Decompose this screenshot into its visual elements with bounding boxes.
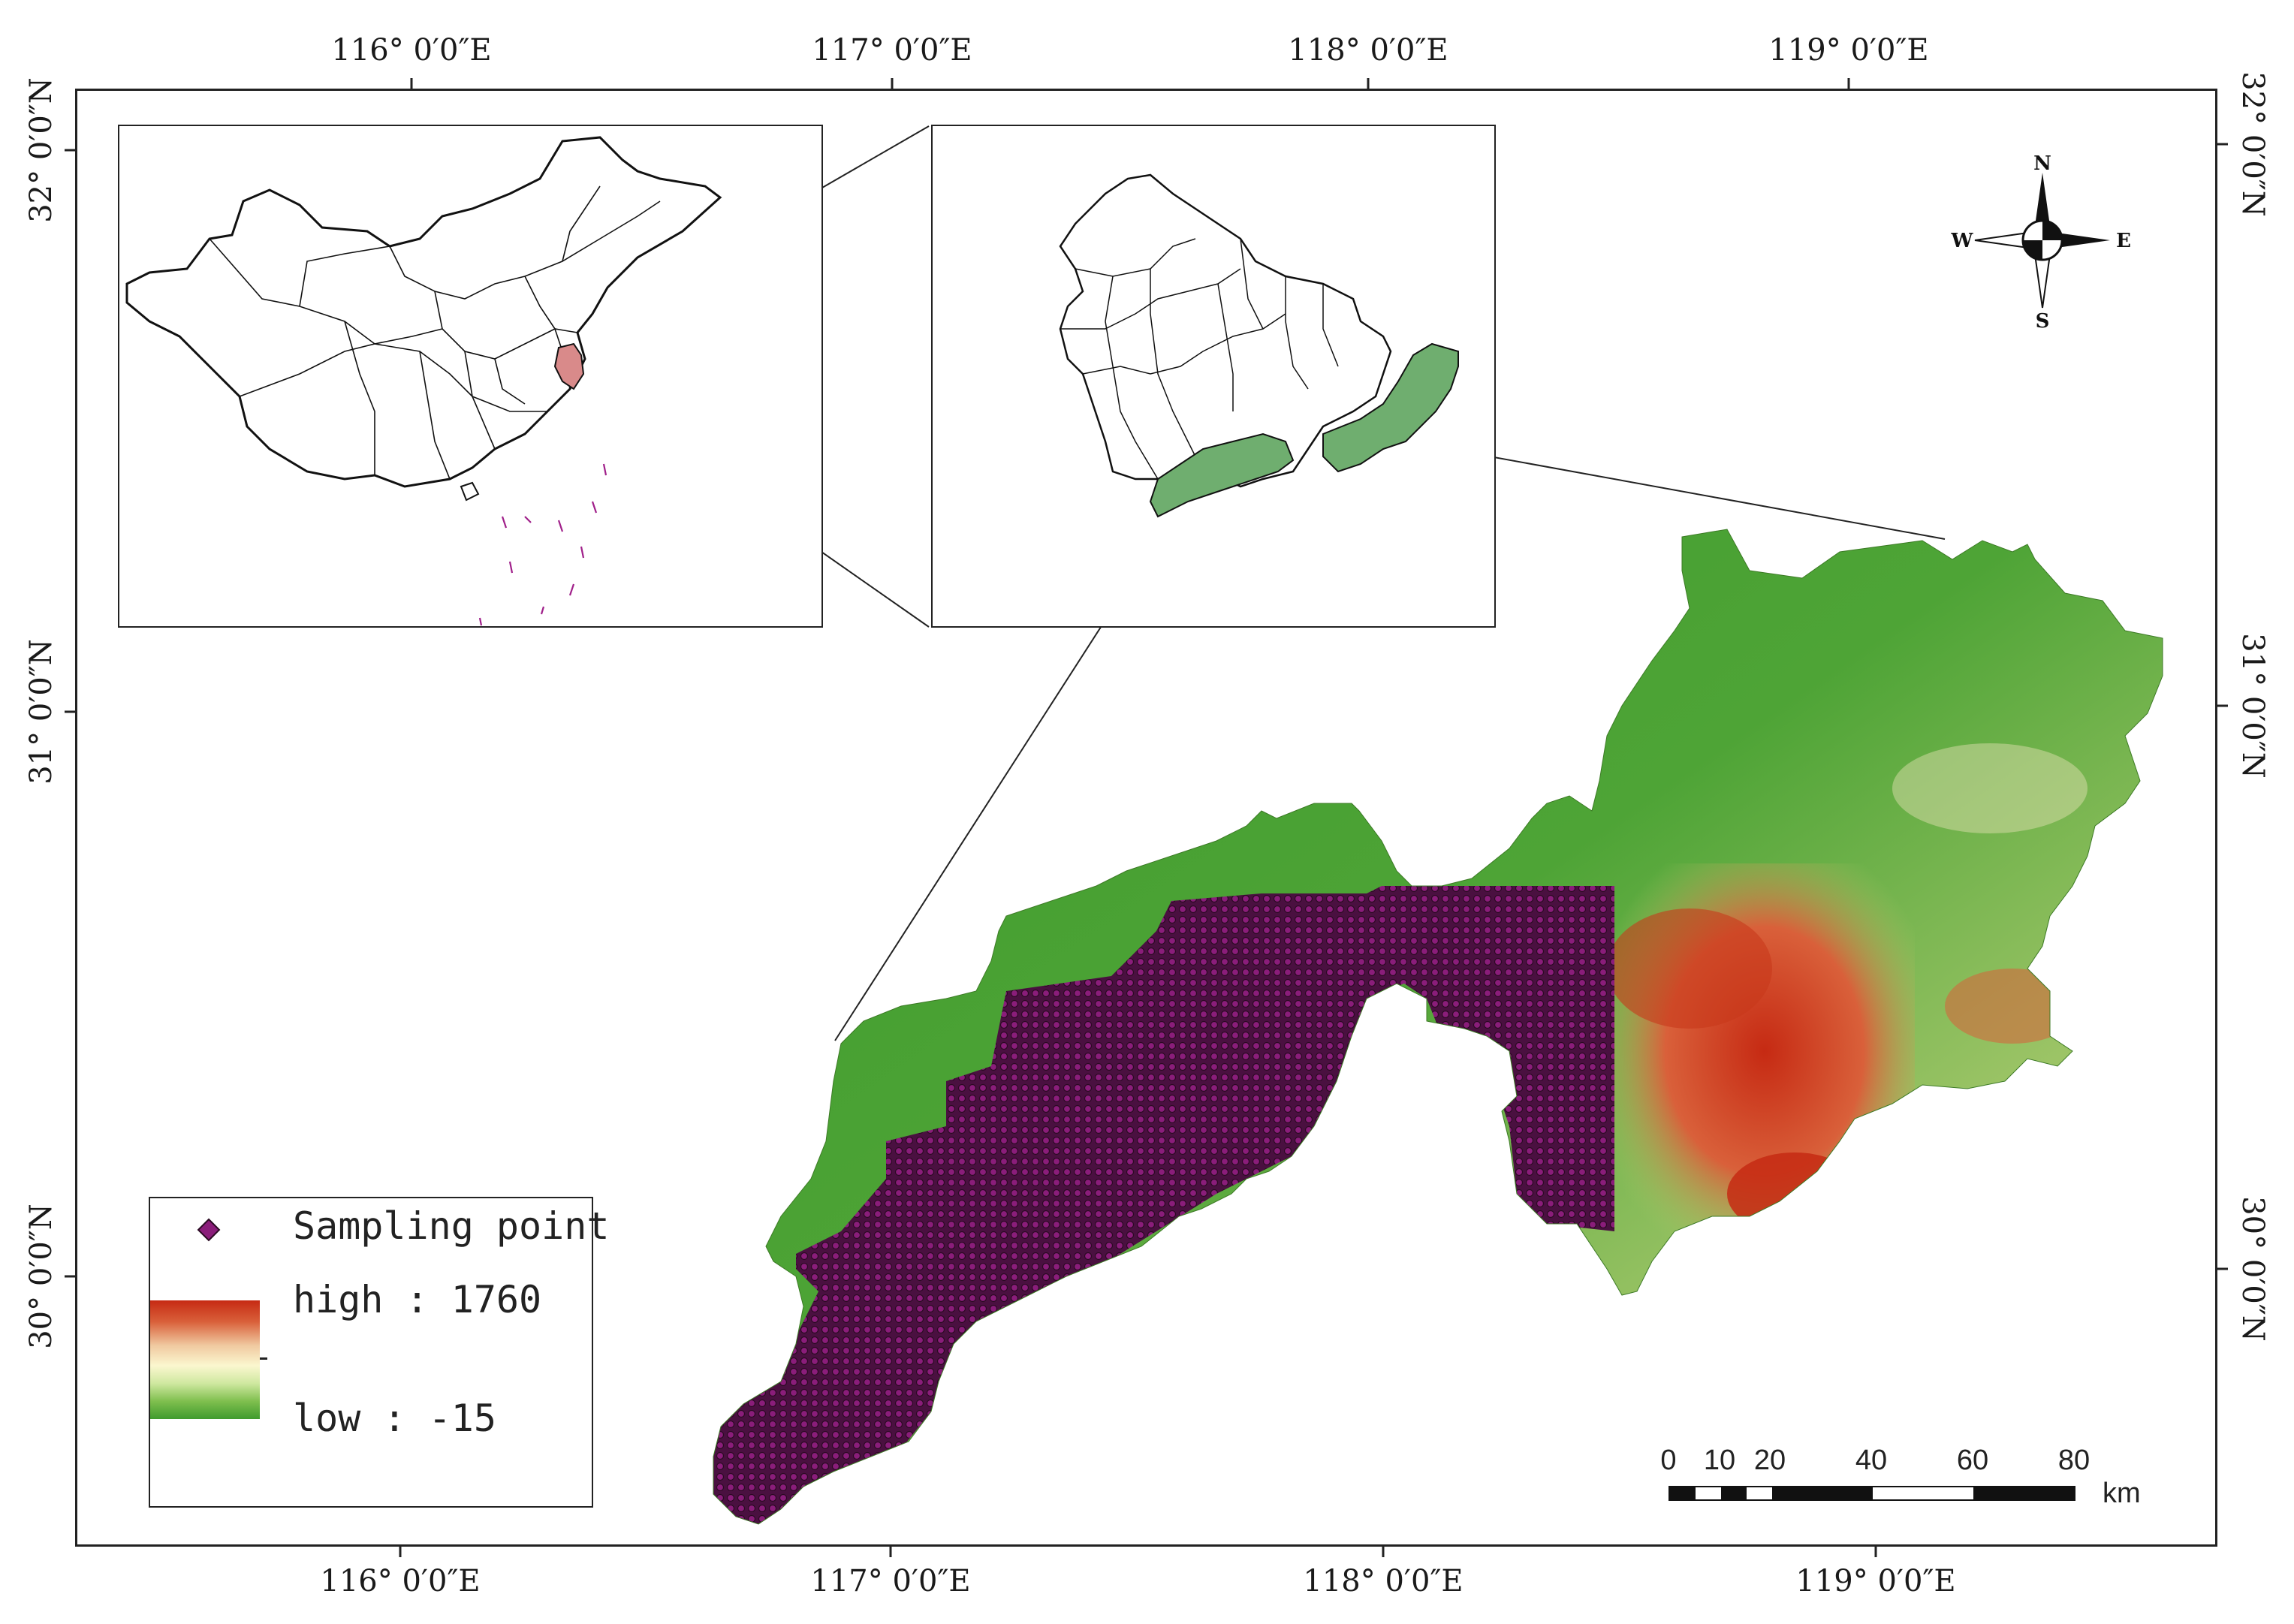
legend-sampling-point-label: Sampling point: [293, 1204, 610, 1248]
scalebar-label-10: 10: [1703, 1445, 1736, 1476]
china-outline: [125, 136, 722, 626]
sampling-point-symbol: [197, 1218, 221, 1242]
province-outline: [1059, 173, 1459, 518]
lon-label-bottom-119: 119° 0′0″E: [1795, 1564, 1956, 1598]
elevation-color-ramp: [150, 1300, 260, 1419]
lon-label-top-119: 119° 0′0″E: [1768, 33, 1929, 68]
lon-label-bottom-118: 118° 0′0″E: [1303, 1564, 1464, 1598]
legend-ramp-tick: [260, 1357, 267, 1360]
compass-s: S: [2036, 310, 2050, 330]
scalebar-label-0: 0: [1660, 1445, 1677, 1476]
inset-province: [931, 125, 1496, 628]
lon-label-bottom-116: 116° 0′0″E: [320, 1564, 481, 1598]
lon-label-bottom-117: 117° 0′0″E: [810, 1564, 971, 1598]
compass-e: E: [2116, 230, 2131, 252]
scalebar-label-20: 20: [1753, 1445, 1786, 1476]
compass-n: N: [2033, 152, 2051, 175]
scalebar-unit: km: [2103, 1478, 2141, 1509]
lon-label-top-118: 118° 0′0″E: [1288, 33, 1448, 68]
north-arrow-compass: N S W E: [1950, 152, 2131, 330]
map-frame: [75, 89, 2217, 1547]
compass-w: W: [1950, 230, 1973, 252]
scalebar-label-40: 40: [1855, 1445, 1888, 1476]
legend-high-label: high : 1760: [293, 1278, 542, 1321]
scalebar-label-60: 60: [1956, 1445, 1989, 1476]
scale-bar: [1669, 1486, 2075, 1501]
lon-label-top-116: 116° 0′0″E: [331, 33, 492, 68]
legend-low-label: low : -15: [293, 1397, 496, 1440]
lon-label-top-117: 117° 0′0″E: [812, 33, 972, 68]
scalebar-label-80: 80: [2057, 1445, 2091, 1476]
legend: Sampling point high : 1760 low : -15: [149, 1197, 609, 1508]
inset-china: [118, 125, 823, 628]
